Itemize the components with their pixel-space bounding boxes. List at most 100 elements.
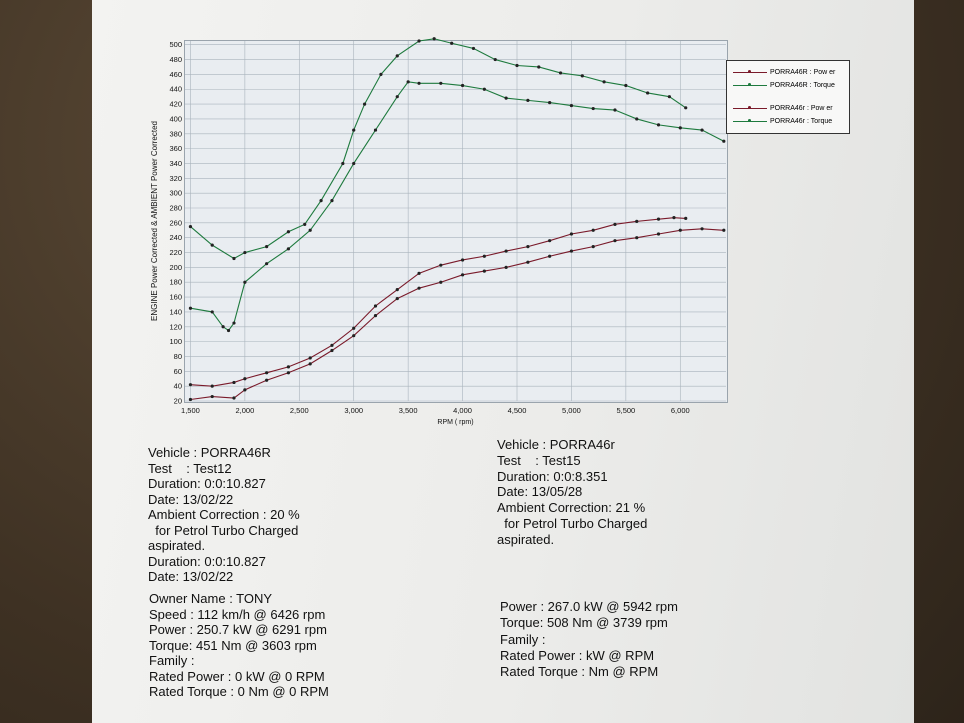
left-run-info: Vehicle : PORRA46R Test : Test12 Duratio… bbox=[148, 445, 300, 585]
y-tick-label: 60 bbox=[174, 367, 182, 376]
data-point bbox=[580, 74, 584, 78]
data-point bbox=[504, 265, 508, 269]
data-point bbox=[330, 198, 334, 203]
data-point bbox=[265, 371, 269, 375]
data-point bbox=[417, 271, 421, 275]
data-point bbox=[308, 228, 312, 232]
info-line: Power : 267.0 kW @ 5942 rpm bbox=[500, 599, 678, 614]
info-line: Vehicle : PORRA46r bbox=[497, 437, 615, 452]
data-point bbox=[243, 280, 247, 284]
y-tick-label: 300 bbox=[169, 189, 182, 198]
data-point bbox=[232, 256, 236, 261]
data-point bbox=[210, 243, 214, 247]
data-point bbox=[684, 216, 688, 221]
data-point bbox=[678, 126, 682, 130]
legend-swatch bbox=[733, 119, 767, 122]
y-tick-label: 140 bbox=[169, 307, 182, 316]
info-line: for Petrol Turbo Charged bbox=[148, 522, 299, 538]
data-point bbox=[286, 365, 291, 369]
data-point bbox=[188, 397, 193, 402]
data-point bbox=[635, 236, 639, 240]
x-tick-label: 4,500 bbox=[508, 406, 527, 415]
info-line: Ambient Correction: 21 % bbox=[497, 500, 646, 516]
data-point bbox=[363, 102, 367, 106]
data-point bbox=[656, 217, 661, 221]
data-point bbox=[303, 222, 307, 226]
data-point bbox=[417, 39, 421, 43]
data-point bbox=[373, 304, 378, 308]
data-point bbox=[482, 269, 486, 273]
data-point bbox=[330, 343, 334, 347]
data-point bbox=[635, 117, 639, 121]
data-point bbox=[613, 222, 617, 226]
data-point bbox=[373, 314, 378, 318]
info-line: Duration: 0:0:10.827 bbox=[148, 553, 266, 569]
data-point bbox=[569, 249, 574, 253]
y-tick-label: 340 bbox=[169, 159, 182, 168]
data-point bbox=[232, 396, 236, 400]
data-point bbox=[672, 216, 676, 220]
data-point bbox=[243, 388, 247, 392]
data-point bbox=[613, 108, 617, 112]
y-tick-label: 420 bbox=[169, 100, 182, 109]
data-point bbox=[439, 81, 443, 85]
data-point bbox=[330, 348, 334, 353]
info-line: Power : 250.7 kW @ 6291 rpm bbox=[149, 622, 327, 637]
y-tick-label: 40 bbox=[174, 382, 182, 391]
data-point bbox=[591, 106, 595, 111]
data-point bbox=[417, 286, 421, 290]
data-point bbox=[308, 362, 312, 366]
data-point bbox=[722, 228, 726, 232]
data-point bbox=[646, 91, 650, 95]
info-line: aspirated. bbox=[497, 531, 555, 547]
data-point bbox=[482, 87, 486, 91]
info-line: for Petrol Turbo Charged bbox=[497, 515, 648, 531]
data-point bbox=[286, 371, 291, 375]
data-point bbox=[548, 101, 552, 105]
data-point bbox=[395, 288, 399, 292]
data-point bbox=[319, 198, 323, 203]
data-point bbox=[395, 95, 399, 99]
data-point bbox=[656, 123, 661, 127]
info-line: Rated Power : kW @ RPM bbox=[500, 647, 655, 663]
data-point bbox=[406, 80, 410, 84]
data-point bbox=[352, 128, 356, 132]
info-line: Date: 13/02/22 bbox=[148, 491, 234, 507]
info-line: Vehicle : PORRA46R bbox=[148, 445, 271, 460]
legend-label: PORRA46R : Pow er bbox=[770, 68, 836, 76]
y-tick-label: 400 bbox=[169, 114, 182, 123]
y-tick-label: 240 bbox=[169, 233, 182, 242]
data-point bbox=[569, 103, 574, 108]
data-point bbox=[460, 83, 465, 88]
info-line: Test : Test15 bbox=[497, 452, 581, 468]
y-tick-label: 380 bbox=[169, 129, 182, 138]
y-tick-label: 180 bbox=[169, 278, 182, 287]
data-point bbox=[460, 273, 465, 277]
data-point bbox=[602, 80, 606, 84]
data-point bbox=[188, 306, 193, 310]
data-point bbox=[265, 245, 269, 249]
legend-label: PORRA46r : Pow er bbox=[770, 104, 833, 112]
data-point bbox=[460, 258, 465, 262]
x-tick-label: 1,500 bbox=[181, 406, 200, 415]
data-point bbox=[450, 41, 454, 45]
data-point bbox=[624, 83, 628, 88]
x-tick-label: 3,500 bbox=[399, 406, 418, 415]
legend-swatch bbox=[733, 70, 767, 73]
data-point bbox=[243, 250, 247, 255]
info-line: Family : bbox=[149, 653, 195, 668]
data-point bbox=[526, 260, 530, 264]
x-tick-label: 3,000 bbox=[344, 406, 363, 415]
data-point bbox=[439, 280, 443, 284]
info-line: Date: 13/05/28 bbox=[497, 484, 583, 500]
info-line: Family : bbox=[500, 631, 546, 647]
data-point bbox=[286, 230, 291, 234]
data-point bbox=[439, 263, 443, 267]
data-point bbox=[232, 321, 236, 325]
data-point bbox=[210, 384, 214, 388]
legend-item-2: PORRA46r : Pow er bbox=[733, 103, 833, 113]
legend-swatch bbox=[733, 106, 767, 109]
y-tick-label: 160 bbox=[169, 293, 182, 302]
left-run-results: Owner Name : TONY Speed : 112 km/h @ 642… bbox=[149, 591, 329, 700]
